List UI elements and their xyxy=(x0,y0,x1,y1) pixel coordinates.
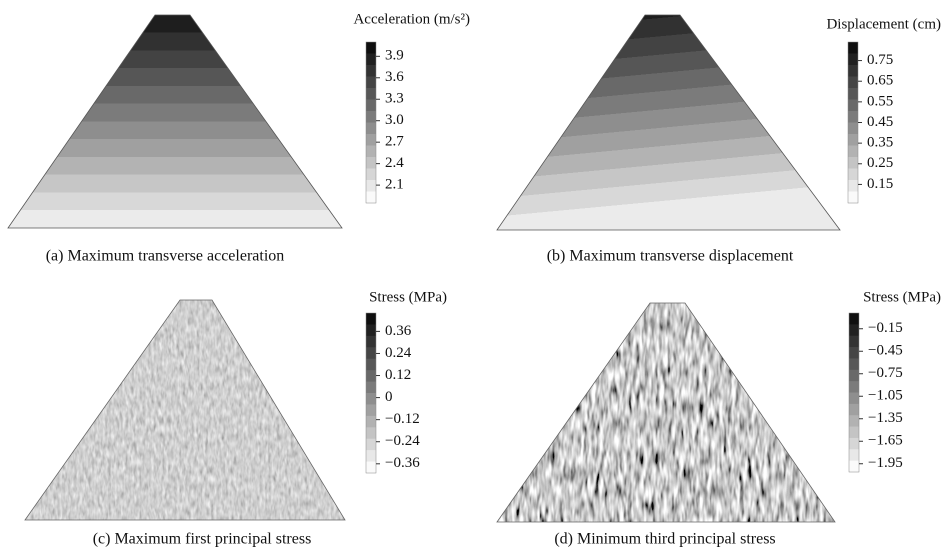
colorbar-band xyxy=(849,358,859,370)
colorbar-tick-label: −0.15 xyxy=(868,320,903,336)
colorbar-band xyxy=(366,42,376,54)
colorbar-tick-label: 0.15 xyxy=(867,176,893,192)
contour-field xyxy=(497,15,840,230)
colorbar-band xyxy=(849,404,859,416)
colorbar-band xyxy=(366,134,376,146)
colorbar-band xyxy=(849,461,859,473)
colorbar-band xyxy=(366,169,376,181)
colorbar-band xyxy=(849,449,859,461)
colorbar-band xyxy=(848,157,858,169)
colorbar-tick-label: 2.1 xyxy=(385,177,404,193)
colorbar-tick-label: 0.12 xyxy=(385,367,411,383)
colorbar-band xyxy=(366,180,376,192)
colorbar-band xyxy=(848,77,858,89)
panel-caption: (c) Maximum first principal stress xyxy=(93,531,312,548)
contour-field xyxy=(8,15,342,228)
colorbar-tick-label: −0.36 xyxy=(385,455,420,471)
colorbar-tick-label: 0.75 xyxy=(867,52,893,68)
colorbar-tick-label: −1.95 xyxy=(868,455,903,471)
colorbar-band xyxy=(849,393,859,405)
colorbar-tick-label: 0.25 xyxy=(867,155,893,171)
colorbar-band xyxy=(366,382,376,394)
colorbar-tick-label: −0.75 xyxy=(868,365,903,381)
colorbar-band xyxy=(848,54,858,66)
colorbar-band xyxy=(366,111,376,123)
panel-caption: (b) Maximum transverse displacement xyxy=(547,248,794,265)
colorbar-title: Stress (MPa) xyxy=(863,289,941,305)
colorbar-band xyxy=(848,146,858,158)
colorbar-band xyxy=(848,88,858,100)
colorbar-band xyxy=(849,381,859,393)
colorbar-band xyxy=(849,313,859,325)
colorbar-band xyxy=(848,192,858,204)
colorbar-tick-label: 2.4 xyxy=(385,155,404,171)
colorbar-band xyxy=(849,370,859,382)
colorbar-band xyxy=(366,462,376,474)
colorbar-band xyxy=(366,324,376,336)
colorbar-band xyxy=(366,450,376,462)
colorbar-band xyxy=(366,100,376,112)
colorbar-band xyxy=(848,111,858,123)
colorbar-tick-label: −1.65 xyxy=(868,433,903,449)
colorbar-band xyxy=(366,192,376,204)
colorbar-title: Displacement (cm) xyxy=(826,16,941,32)
colorbar-band xyxy=(848,134,858,146)
colorbar-band xyxy=(849,438,859,450)
figure: 3.9 3.6 3.3 3.0 2.7 2.4 2.1 Acceleration (m/s²)… xyxy=(0,0,943,548)
colorbar-band xyxy=(366,359,376,371)
colorbar-tick-label: 3.0 xyxy=(385,112,404,128)
colorbar-band xyxy=(849,427,859,439)
colorbar-band xyxy=(366,65,376,77)
colorbar-tick-label: 3.6 xyxy=(385,69,404,85)
colorbar-band xyxy=(366,157,376,169)
colorbar-tick-label: 3.9 xyxy=(385,48,404,64)
colorbar-tick-label: −0.45 xyxy=(868,343,903,359)
colorbar-band xyxy=(848,180,858,192)
colorbar-band xyxy=(366,77,376,89)
colorbar-band xyxy=(366,370,376,382)
colorbar-band xyxy=(366,416,376,428)
colorbar-title: Acceleration (m/s²) xyxy=(353,11,470,27)
colorbar-tick-label: 2.7 xyxy=(385,134,404,150)
colorbar-tick-label: −0.12 xyxy=(385,411,420,427)
contour-field xyxy=(497,303,835,522)
colorbar-tick-label: 0.65 xyxy=(867,73,893,89)
colorbar-band xyxy=(848,100,858,112)
colorbar-band xyxy=(849,336,859,348)
colorbar-band xyxy=(366,336,376,348)
colorbar-band xyxy=(366,404,376,416)
colorbar-band xyxy=(848,42,858,54)
colorbar-band xyxy=(366,427,376,439)
colorbar-band xyxy=(849,415,859,427)
colorbar-tick-label: 0.36 xyxy=(385,323,412,339)
colorbar-tick-label: 0.35 xyxy=(867,135,893,151)
colorbar-tick-label: 0.45 xyxy=(867,114,893,130)
colorbar-band xyxy=(849,324,859,336)
colorbar-title: Stress (MPa) xyxy=(369,289,447,305)
colorbar-band xyxy=(366,439,376,451)
colorbar-band xyxy=(366,146,376,158)
colorbar-tick-label: −1.05 xyxy=(868,388,903,404)
colorbar-band xyxy=(848,123,858,135)
colorbar-band xyxy=(848,65,858,77)
colorbar-tick-label: 0 xyxy=(385,389,393,405)
contour-field xyxy=(25,300,345,520)
colorbar-tick-label: −0.24 xyxy=(385,433,420,449)
colorbar-band xyxy=(849,347,859,359)
colorbar-band xyxy=(366,313,376,325)
colorbar-band xyxy=(848,169,858,181)
colorbar-tick-label: −1.35 xyxy=(868,410,903,426)
colorbar-band xyxy=(366,347,376,359)
colorbar-tick-label: 3.3 xyxy=(385,91,404,107)
colorbar-band xyxy=(366,54,376,66)
colorbar-band xyxy=(366,123,376,135)
panel-caption: (a) Maximum transverse acceleration xyxy=(46,248,285,265)
colorbar-band xyxy=(366,88,376,100)
colorbar-tick-label: 0.24 xyxy=(385,345,412,361)
colorbar-band xyxy=(366,393,376,405)
panel-caption: (d) Minimum third principal stress xyxy=(554,531,775,548)
colorbar-tick-label: 0.55 xyxy=(867,93,893,109)
